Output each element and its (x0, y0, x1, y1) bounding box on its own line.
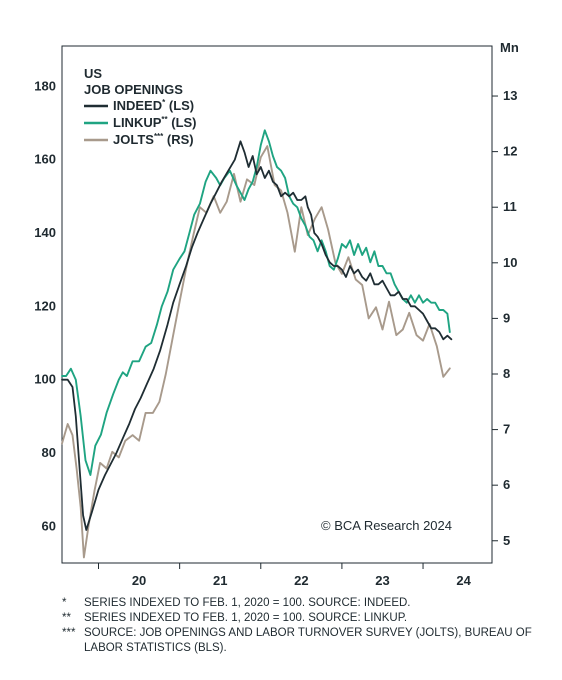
footnote-1: * SERIES INDEXED TO FEB. 1, 2020 = 100. … (62, 596, 552, 611)
x-tick-label-20: 20 (132, 573, 146, 588)
left-tick-label-120: 120 (34, 298, 56, 313)
right-tick-label-10: 10 (503, 255, 517, 270)
left-tick-label-80: 80 (42, 445, 56, 460)
x-tick-label-21: 21 (213, 573, 227, 588)
left-tick-label-60: 60 (42, 518, 56, 533)
footnote-2-text: SERIES INDEXED TO FEB. 1, 2020 = 100. SO… (84, 611, 552, 626)
footnote-3-text: SOURCE: JOB OPENINGS AND LABOR TURNOVER … (84, 626, 552, 656)
footnote-2: ** SERIES INDEXED TO FEB. 1, 2020 = 100.… (62, 611, 552, 626)
right-tick-label-7: 7 (503, 422, 510, 437)
right-axis: 5 6 7 8 9 10 11 12 13 (492, 88, 517, 548)
legend-title-line-2: JOB OPENINGS (84, 82, 183, 97)
right-tick-label-6: 6 (503, 477, 510, 492)
right-axis-unit-label: Mn (500, 40, 519, 55)
left-tick-label-140: 140 (34, 225, 56, 240)
footnote-1-mark: * (62, 596, 84, 611)
right-tick-label-11: 11 (503, 199, 517, 214)
footnote-3: *** SOURCE: JOB OPENINGS AND LABOR TURNO… (62, 626, 552, 656)
x-tick-label-22: 22 (294, 573, 308, 588)
left-tick-label-160: 160 (34, 152, 56, 167)
legend-label-indeed: INDEED* (LS) (113, 98, 194, 113)
right-tick-label-9: 9 (503, 310, 510, 325)
legend-label-linkup: LINKUP** (LS) (113, 115, 197, 130)
right-tick-label-12: 12 (503, 144, 517, 159)
series-lines (62, 130, 451, 557)
right-tick-label-13: 13 (503, 88, 517, 103)
x-tick-label-23: 23 (375, 573, 389, 588)
right-tick-label-8: 8 (503, 366, 510, 381)
right-tick-label-5: 5 (503, 533, 510, 548)
left-axis: 60 80 100 120 140 160 180 (34, 78, 56, 533)
footnote-1-text: SERIES INDEXED TO FEB. 1, 2020 = 100. SO… (84, 596, 552, 611)
credit-text: © BCA Research 2024 (321, 518, 452, 533)
indeed-series-line (62, 141, 451, 530)
x-tick-label-24: 24 (456, 573, 471, 588)
legend: US JOB OPENINGS INDEED* (LS) LINKUP** (LS… (84, 66, 197, 147)
footnotes: * SERIES INDEXED TO FEB. 1, 2020 = 100. … (62, 596, 552, 656)
legend-label-jolts: JOLTS*** (RS) (113, 132, 194, 147)
footnote-2-mark: ** (62, 611, 84, 626)
x-axis: 20 21 22 23 24 (99, 563, 472, 588)
footnote-3-mark: *** (62, 626, 84, 656)
legend-title-line-1: US (84, 66, 102, 81)
left-tick-label-100: 100 (34, 372, 56, 387)
jolts-series-line (62, 146, 450, 557)
left-tick-label-180: 180 (34, 78, 56, 93)
